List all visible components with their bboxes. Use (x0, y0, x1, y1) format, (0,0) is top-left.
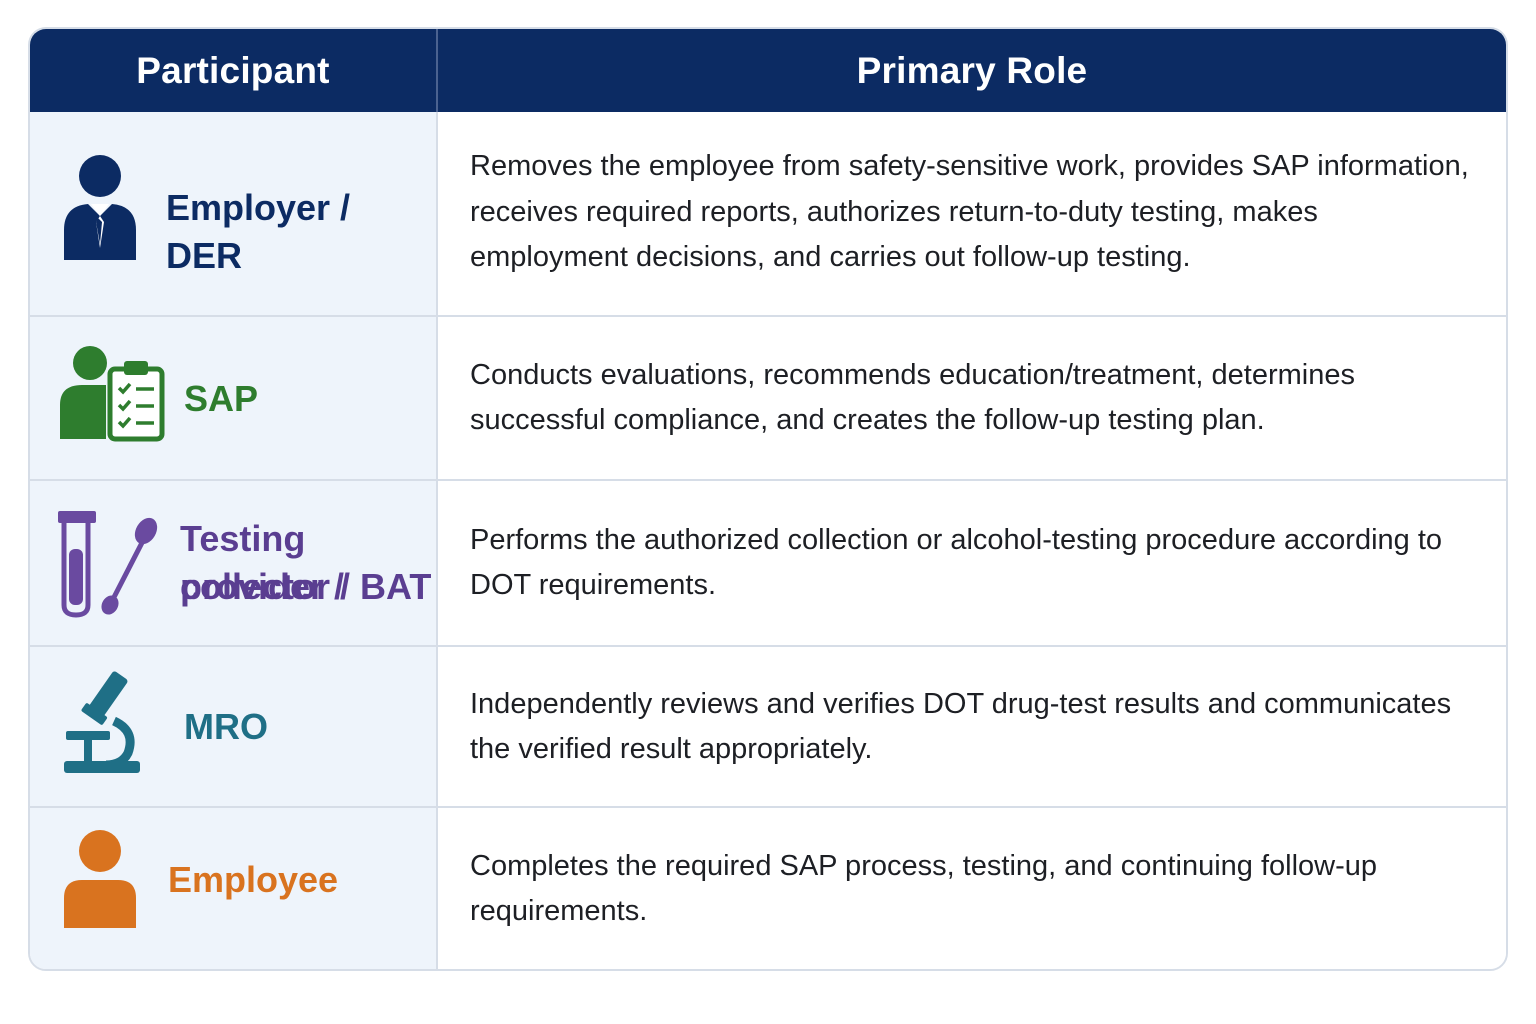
participant-cell: Employee (30, 808, 438, 969)
participant-cell: MRO (30, 647, 438, 806)
participant-name: SAP (184, 378, 259, 419)
role-description: Removes the employee from safety-sensiti… (470, 149, 1469, 274)
table-header: Participant Primary Role (30, 29, 1506, 112)
test-tube-swab-icon (58, 511, 158, 618)
role-cell: Removes the employee from safety-sensiti… (438, 112, 1506, 315)
microscope-icon (64, 671, 140, 773)
participant-name: Employee (168, 859, 339, 900)
table-row: Employer / DER Removes the employee from… (30, 112, 1506, 315)
participant-name-line1: Testing provider / (180, 518, 345, 607)
role-description: Conducts evaluations, recommends educati… (470, 359, 1355, 436)
participant-cell: SAP (30, 317, 438, 479)
header-primary-role: Primary Role (856, 49, 1088, 91)
participant-cell: Testing provider / collector / BAT (30, 481, 438, 645)
table-row: MRO Independently reviews and verifies D… (30, 645, 1506, 806)
participant-cell: Employer / DER (30, 112, 438, 315)
table-row: Testing provider / collector / BAT Perfo… (30, 479, 1506, 645)
role-cell: Independently reviews and verifies DOT d… (438, 647, 1506, 806)
table-row: Employee Completes the required SAP proc… (30, 806, 1506, 969)
role-cell: Completes the required SAP process, test… (438, 808, 1506, 969)
participant-name: MRO (184, 706, 268, 747)
role-description: Independently reviews and verifies DOT d… (470, 687, 1452, 765)
business-person-icon (64, 155, 136, 260)
participant-name-line2: collector / BAT (180, 566, 432, 607)
role-cell: Performs the authorized collection or al… (438, 481, 1506, 645)
person-clipboard-icon (60, 346, 165, 442)
role-cell: Conducts evaluations, recommends educati… (438, 317, 1506, 479)
header-participant: Participant (30, 29, 438, 112)
table-row: SAP Conducts evaluations, recommends edu… (30, 315, 1506, 479)
role-description: Completes the required SAP process, test… (470, 849, 1378, 927)
participants-table: Participant Primary Role Employer / DER … (28, 27, 1508, 971)
role-description: Performs the authorized collection or al… (470, 524, 1443, 601)
person-icon (64, 830, 136, 928)
participant-name: Employer / DER (166, 187, 351, 276)
